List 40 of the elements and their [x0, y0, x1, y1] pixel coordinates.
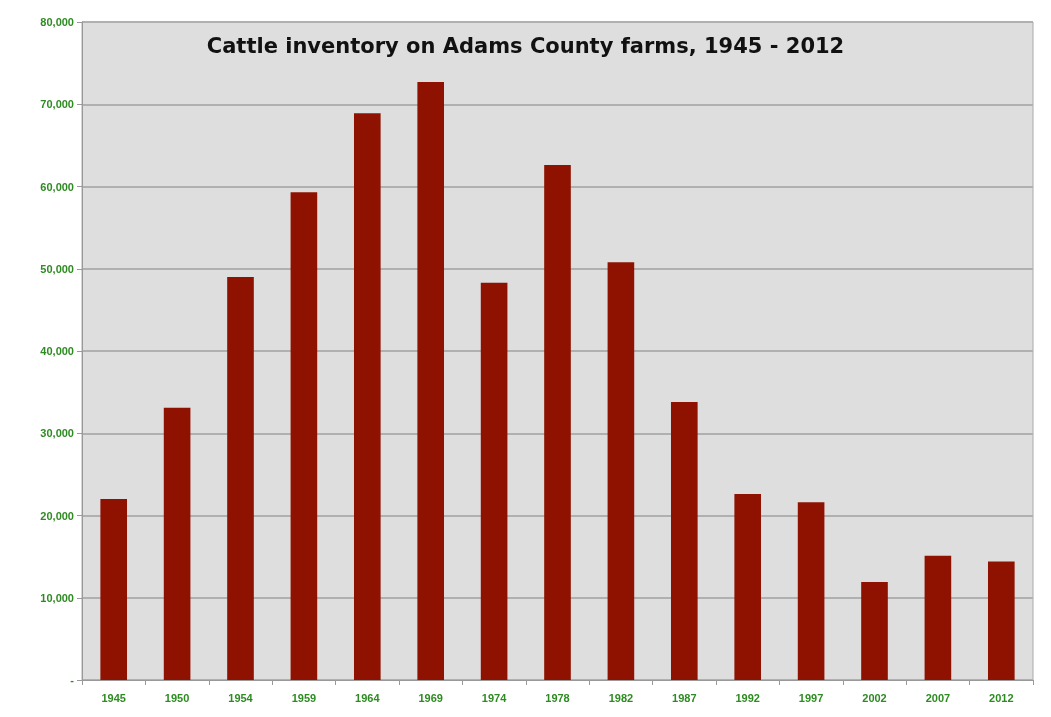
y-tick-label: 60,000	[40, 180, 74, 193]
y-tick-label: 70,000	[40, 98, 74, 111]
bar	[353, 113, 381, 680]
text: Cattle inventory on Adams County farms, 1945 - 2012	[206, 33, 845, 58]
bar	[480, 282, 508, 680]
bar	[163, 407, 191, 680]
bar	[861, 582, 888, 680]
bar	[734, 494, 762, 680]
x-tick-label: 1997	[798, 691, 824, 704]
x-tick-label: 1974	[481, 691, 508, 704]
x-tick-label: 2002	[862, 691, 887, 704]
x-tick-label: 1969	[418, 691, 443, 704]
y-tick-label: 30,000	[40, 427, 74, 440]
bar	[607, 262, 635, 680]
x-tick-label: 1978	[545, 691, 570, 704]
x-tick-label: 1987	[672, 691, 697, 704]
x-tick-label: 1992	[735, 691, 760, 704]
x-tick-label: 1950	[164, 691, 190, 704]
y-tick-label: 10,000	[40, 591, 74, 604]
x-tick-label: 1964	[355, 691, 381, 704]
y-tick-label: 20,000	[40, 509, 74, 522]
x-tick-label: 1982	[608, 691, 634, 704]
bar	[290, 192, 318, 680]
x-tick-label: 1959	[291, 691, 317, 704]
x-tick-label: 1945	[101, 691, 126, 704]
y-tick-label: -	[70, 674, 75, 686]
y-tick-label: 50,000	[40, 262, 74, 275]
y-tick-label: 80,000	[40, 16, 74, 28]
bar	[987, 561, 1015, 680]
x-tick-label: 1954	[228, 691, 254, 704]
x-tick-label: 2012	[989, 691, 1014, 704]
bar	[227, 276, 254, 680]
bar	[670, 402, 698, 680]
bar	[924, 555, 952, 680]
bar	[544, 165, 571, 680]
y-tick-label: 40,000	[40, 345, 74, 357]
x-tick-label: 2007	[925, 691, 951, 704]
bar	[100, 499, 128, 680]
bar	[417, 82, 445, 680]
bar	[797, 502, 825, 680]
